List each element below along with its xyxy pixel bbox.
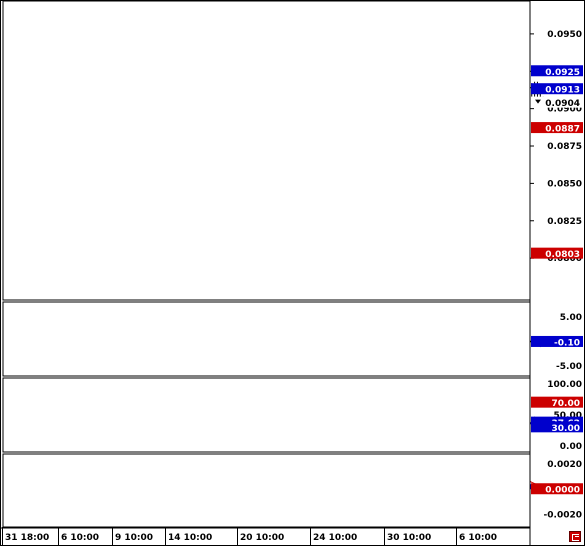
y-tick-label: 0.00	[560, 442, 582, 452]
x-tick-label: 24 10:00	[313, 533, 357, 543]
y-tick-label: 100.00	[547, 380, 582, 390]
current-price-arrow-icon	[535, 99, 541, 104]
x-tick-label: 6 10:00	[459, 533, 497, 543]
price-marker-bg	[531, 96, 583, 108]
rsi-marker: 30.00	[552, 424, 580, 434]
x-tick-label: 31 18:00	[5, 533, 49, 543]
y-tick-label: 0.0900	[547, 105, 582, 115]
price-marker: 0.0913	[545, 86, 580, 96]
price-marker-bg	[531, 122, 583, 134]
macd-marker-bg	[531, 483, 583, 495]
roc-marker: -0.10	[554, 338, 580, 348]
y-tick-label: 0.0850	[547, 179, 582, 189]
x-tick-label: 30 10:00	[387, 533, 431, 543]
x-tick-label: 9 10:00	[115, 533, 153, 543]
macd-marker: 0.0000	[545, 486, 580, 496]
panel-frame	[2, 377, 531, 453]
price-marker: 0.0803	[545, 250, 580, 260]
panel-frame	[2, 453, 531, 528]
price-marker-bg	[531, 247, 583, 259]
y-tick-label: -5.00	[556, 362, 582, 372]
rsi-marker-bg	[531, 421, 583, 433]
y-tick-label: 0.0950	[547, 30, 582, 40]
expand-icon[interactable]	[569, 531, 581, 542]
rsi-marker-bg	[531, 396, 583, 408]
y-tick-label: 0.0825	[547, 217, 582, 227]
roc-marker-bg	[531, 335, 583, 347]
price-marker-bg	[531, 65, 583, 77]
y-tick-label: 0.0875	[547, 142, 582, 152]
y-tick-label: 5.00	[560, 313, 582, 323]
price-marker: 0.0925	[545, 68, 580, 78]
x-tick-label: 14 10:00	[168, 533, 212, 543]
rsi-marker: 70.00	[552, 399, 580, 409]
x-tick-label: 20 10:00	[240, 533, 284, 543]
panel-frame	[2, 301, 531, 377]
price-marker: 0.0887	[545, 125, 580, 135]
y-tick-label: 0.0800	[547, 254, 582, 264]
y-tick-label: -0.0020	[544, 510, 582, 520]
price-marker: 0.0904	[545, 99, 580, 109]
y-tick-label: 50.00	[554, 411, 582, 421]
price-marker-bg	[531, 83, 583, 95]
x-tick-label: 6 10:00	[61, 533, 99, 543]
panel-frame	[2, 0, 531, 301]
y-tick-label: 0.0020	[547, 460, 582, 470]
